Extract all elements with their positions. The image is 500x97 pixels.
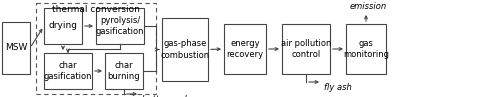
Bar: [36, 3, 156, 94]
Text: char
gasification: char gasification: [44, 61, 92, 81]
Bar: [105, 53, 143, 89]
Text: thermal conversion: thermal conversion: [52, 6, 140, 14]
Text: drying: drying: [48, 22, 78, 30]
Text: bottom ash: bottom ash: [142, 95, 190, 97]
Text: char
burning: char burning: [108, 61, 140, 81]
Text: pyrolysis/
gasification: pyrolysis/ gasification: [96, 16, 144, 36]
Bar: [162, 18, 208, 81]
Bar: [44, 8, 82, 44]
Bar: [96, 8, 144, 44]
Text: gas
monitoring: gas monitoring: [343, 39, 389, 59]
Text: air pollution
control: air pollution control: [281, 39, 331, 59]
Bar: [224, 24, 266, 74]
Bar: [44, 53, 92, 89]
Text: MSW: MSW: [5, 43, 27, 52]
Text: energy
recovery: energy recovery: [226, 39, 264, 59]
Text: fly ash: fly ash: [324, 83, 352, 92]
Text: emission: emission: [350, 2, 387, 11]
Text: gas-phase
combustion: gas-phase combustion: [160, 39, 210, 60]
Bar: [282, 24, 330, 74]
Bar: [346, 24, 386, 74]
Bar: [2, 22, 30, 74]
